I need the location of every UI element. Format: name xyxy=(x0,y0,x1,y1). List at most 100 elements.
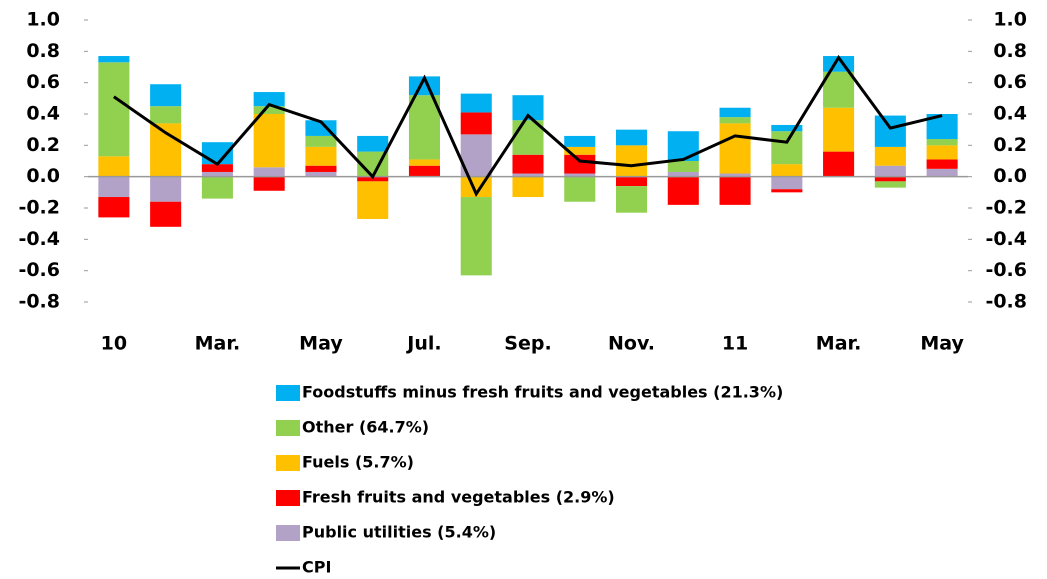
bar-segment xyxy=(616,186,648,213)
legend-label: Fresh fruits and vegetables (2.9%) xyxy=(302,488,615,507)
bar-segment xyxy=(512,176,544,198)
bar-segment xyxy=(771,164,803,177)
bar-segment xyxy=(926,159,958,169)
y2-tick-label: 0.6 xyxy=(993,71,1027,93)
legend-swatch xyxy=(276,525,300,541)
legend-swatch xyxy=(276,420,300,436)
legend-label: CPI xyxy=(302,558,331,577)
y-tick-label: 0.2 xyxy=(26,134,60,156)
bar-segment xyxy=(823,107,855,152)
bar-segment xyxy=(564,146,596,155)
bar-segment xyxy=(253,114,285,168)
x-tick-label: Sep. xyxy=(504,333,551,355)
bar-segment xyxy=(616,176,648,187)
bar-segment xyxy=(771,124,803,132)
bar-segment xyxy=(460,93,492,113)
bar-segment xyxy=(771,131,803,165)
bar-segment xyxy=(150,106,182,124)
bar-segment xyxy=(305,146,337,166)
bar-segment xyxy=(926,145,958,160)
x-tick-label: 10 xyxy=(101,333,127,355)
bar-segment xyxy=(874,181,906,188)
bar-segment xyxy=(874,176,906,182)
y-tick-label: -0.8 xyxy=(18,291,60,313)
bar-segment xyxy=(201,171,233,177)
y2-tick-label: 0.0 xyxy=(993,165,1027,187)
bar-segment xyxy=(823,151,855,177)
legend-swatch xyxy=(276,385,300,401)
y-tick-label: -0.4 xyxy=(18,228,60,250)
bar-segment xyxy=(98,197,130,218)
y2-tick-label: 0.2 xyxy=(993,134,1027,156)
x-tick-label: Mar. xyxy=(816,333,862,355)
y2-tick-label: -0.8 xyxy=(985,291,1027,313)
bar-segment xyxy=(874,146,906,166)
y-tick-label: 1.0 xyxy=(26,9,60,31)
legend-label: Foodstuffs minus fresh fruits and vegeta… xyxy=(302,383,783,402)
y2-tick-label: 0.8 xyxy=(993,40,1027,62)
bar-segment xyxy=(719,117,751,124)
x-tick-label: May xyxy=(920,333,964,355)
bar-segment xyxy=(357,176,389,182)
bar-segment xyxy=(150,84,182,107)
bar-segment xyxy=(150,201,182,227)
x-tick-label: 11 xyxy=(722,333,748,355)
bar-segment xyxy=(98,156,130,177)
cpi-line xyxy=(113,54,943,198)
bar-segment xyxy=(201,176,233,199)
y2-tick-label: -0.4 xyxy=(985,228,1027,250)
y2-tick-label: 0.4 xyxy=(993,103,1027,125)
bar-segment xyxy=(564,154,596,174)
bar-segment xyxy=(512,154,544,174)
x-tick-label: May xyxy=(299,333,343,355)
y2-tick-label: -0.6 xyxy=(985,259,1027,281)
x-tick-label: Mar. xyxy=(195,333,241,355)
x-tick-label: Nov. xyxy=(608,333,655,355)
bar-segment xyxy=(667,171,699,177)
bar-segment xyxy=(926,168,958,177)
bar-segment xyxy=(719,107,751,118)
bar-segment xyxy=(305,135,337,147)
bar-segment xyxy=(408,95,440,160)
bar-segment xyxy=(305,171,337,177)
y2-tick-label: -0.2 xyxy=(985,197,1027,219)
bar-segment xyxy=(98,56,130,63)
bar-segment xyxy=(253,106,285,114)
legend-swatch xyxy=(276,490,300,506)
bar-segment xyxy=(98,62,130,157)
bar-segment xyxy=(460,197,492,276)
bar-segment xyxy=(771,176,803,190)
y-tick-label: -0.6 xyxy=(18,259,60,281)
bar-segment xyxy=(667,131,699,161)
bar-segment xyxy=(616,129,648,146)
y-tick-label: 0.8 xyxy=(26,40,60,62)
bar-segment xyxy=(564,176,596,202)
bar-segment xyxy=(201,164,233,172)
bar-segment xyxy=(253,176,285,191)
bar-segment xyxy=(874,115,906,147)
bar-segment xyxy=(874,165,906,177)
x-tick-label: Jul. xyxy=(405,333,441,355)
bar-segment xyxy=(667,176,699,205)
bar-segment xyxy=(719,173,751,177)
bar-segment xyxy=(616,145,648,177)
bar-segment xyxy=(253,167,285,177)
bar-segment xyxy=(564,135,596,147)
bar-segment xyxy=(408,159,440,166)
bar-segment xyxy=(823,71,855,108)
bar-segment xyxy=(564,173,596,177)
legend-label: Public utilities (5.4%) xyxy=(302,523,496,542)
bar-segment xyxy=(926,139,958,146)
y2-tick-label: 1.0 xyxy=(993,9,1027,31)
legend-label: Fuels (5.7%) xyxy=(302,453,414,472)
bar-segment xyxy=(719,176,751,205)
bar-segment xyxy=(357,181,389,219)
bar-segment xyxy=(771,189,803,193)
bar-segment xyxy=(512,173,544,177)
y-tick-label: 0.4 xyxy=(26,103,60,125)
bar-segment xyxy=(719,123,751,174)
bar-segment xyxy=(98,176,130,198)
y-tick-label: 0.6 xyxy=(26,71,60,93)
bar-segment xyxy=(460,112,492,135)
